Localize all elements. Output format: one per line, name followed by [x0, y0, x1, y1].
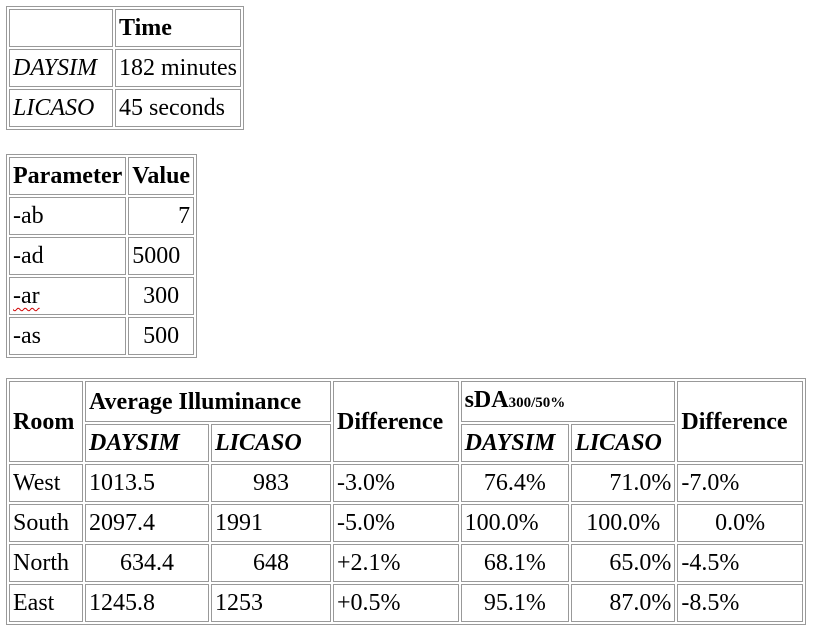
- licaso-header: LICASO: [211, 424, 331, 462]
- difference-cell: -5.0%: [333, 504, 459, 542]
- table-header-row: Room Average Illuminance Difference sDA3…: [9, 381, 803, 462]
- parameter-name-cell: -ab: [9, 197, 127, 235]
- daysim-illuminance-cell: 2097.4: [85, 504, 209, 542]
- room-name-cell: West: [9, 464, 83, 502]
- difference-cell: -4.5%: [677, 544, 803, 582]
- sda-subscript: 300/50%: [508, 395, 566, 411]
- licaso-illuminance-cell: 1253: [211, 584, 331, 622]
- licaso-sda-cell: 65.0%: [571, 544, 676, 582]
- table-row: South 2097.4 1991 -5.0% 100.0% 100.0% 0.…: [9, 504, 803, 542]
- room-header: Room: [9, 381, 83, 462]
- room-name-cell: North: [9, 544, 83, 582]
- licaso-sda-cell: 100.0%: [571, 504, 676, 542]
- room-name-cell: East: [9, 584, 83, 622]
- parameter-header: Parameter: [9, 157, 127, 195]
- parameter-table: Parameter Value -ab 7 -ad 5000 -ar 300 -…: [6, 154, 198, 358]
- daysim-sda-cell: 68.1%: [460, 544, 570, 582]
- time-header: Time: [115, 9, 241, 47]
- time-value-cell: 45 seconds: [115, 89, 241, 127]
- daysim-illuminance-cell: 1013.5: [85, 464, 209, 502]
- table-subheader-row: DAYSIM LICASO DAYSIM LICASO: [9, 424, 803, 462]
- spellcheck-underlined-text: -ar: [13, 283, 40, 309]
- licaso-illuminance-cell: 648: [211, 544, 331, 582]
- difference-header: Difference: [333, 381, 459, 462]
- table-header-row: Time: [9, 9, 241, 47]
- daysim-illuminance-cell: 634.4: [85, 544, 209, 582]
- licaso-sda-cell: 71.0%: [571, 464, 676, 502]
- daysim-header: DAYSIM: [85, 424, 209, 462]
- empty-header-cell: [9, 9, 113, 47]
- daysim-sda-cell: 76.4%: [460, 464, 570, 502]
- time-table: Time DAYSIM 182 minutes LICASO 45 second…: [6, 6, 244, 130]
- daysim-sda-cell: 95.1%: [460, 584, 570, 622]
- table-row: -as 500: [9, 317, 195, 355]
- table-row: -ab 7: [9, 197, 195, 235]
- difference-cell: -7.0%: [677, 464, 803, 502]
- parameter-value-cell: 7: [128, 197, 195, 235]
- difference-cell: -8.5%: [677, 584, 803, 622]
- table-row: -ad 5000: [9, 237, 195, 275]
- parameter-value-cell: 500: [128, 317, 195, 355]
- table-header-row: Parameter Value: [9, 157, 195, 195]
- table-row: -ar 300: [9, 277, 195, 315]
- sda-header: sDA300/50%: [460, 381, 676, 422]
- value-header: Value: [128, 157, 195, 195]
- difference-cell: +2.1%: [333, 544, 459, 582]
- difference-cell: +0.5%: [333, 584, 459, 622]
- table-row: East 1245.8 1253 +0.5% 95.1% 87.0% -8.5%: [9, 584, 803, 622]
- difference-cell: -3.0%: [333, 464, 459, 502]
- parameter-value-cell: 5000: [128, 237, 195, 275]
- parameter-name-cell: -as: [9, 317, 127, 355]
- parameter-value-cell: 300: [128, 277, 195, 315]
- difference-cell: 0.0%: [677, 504, 803, 542]
- licaso-illuminance-cell: 1991: [211, 504, 331, 542]
- licaso-sda-cell: 87.0%: [571, 584, 676, 622]
- software-name-cell: DAYSIM: [9, 49, 113, 87]
- room-results-table: Room Average Illuminance Difference sDA3…: [6, 378, 806, 625]
- daysim-sda-cell: 100.0%: [460, 504, 570, 542]
- licaso-header: LICASO: [571, 424, 676, 462]
- sda-label: sDA: [464, 387, 509, 413]
- room-name-cell: South: [9, 504, 83, 542]
- difference-header: Difference: [677, 381, 803, 462]
- table-row: LICASO 45 seconds: [9, 89, 241, 127]
- software-name-cell: LICASO: [9, 89, 113, 127]
- licaso-illuminance-cell: 983: [211, 464, 331, 502]
- parameter-name-cell: -ar: [9, 277, 127, 315]
- daysim-header: DAYSIM: [460, 424, 570, 462]
- parameter-name-cell: -ad: [9, 237, 127, 275]
- table-row: DAYSIM 182 minutes: [9, 49, 241, 87]
- average-illuminance-header: Average Illuminance: [85, 381, 331, 422]
- time-value-cell: 182 minutes: [115, 49, 241, 87]
- daysim-illuminance-cell: 1245.8: [85, 584, 209, 622]
- table-row: West 1013.5 983 -3.0% 76.4% 71.0% -7.0%: [9, 464, 803, 502]
- table-row: North 634.4 648 +2.1% 68.1% 65.0% -4.5%: [9, 544, 803, 582]
